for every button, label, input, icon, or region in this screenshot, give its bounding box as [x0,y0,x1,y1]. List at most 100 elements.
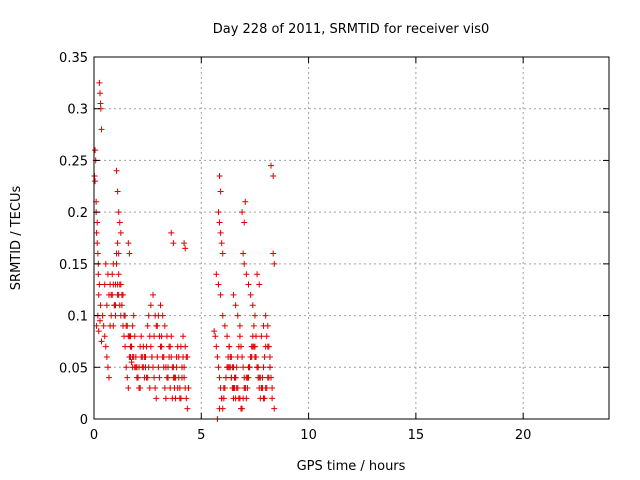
data-point [129,322,136,329]
data-point [118,302,125,309]
data-point [215,281,222,288]
data-point [161,384,168,391]
data-point [167,384,174,391]
data-point [226,364,233,371]
data-point [216,374,223,381]
y-tick-label: 0.3 [67,103,88,118]
data-point [165,374,172,381]
data-point [222,374,229,381]
data-point [113,167,120,174]
x-tick-labels: 0 5 10 15 20 [90,428,532,443]
data-point [124,374,131,381]
data-point [185,384,192,391]
data-point [163,333,170,340]
y-tick-label: 0.25 [59,154,88,169]
data-point [161,322,168,329]
data-point [256,281,263,288]
data-point [261,353,268,360]
data-point [126,333,133,340]
data-point [166,343,173,350]
data-point [139,364,146,371]
data-point [255,364,262,371]
data-point [99,312,106,319]
data-point [217,229,224,236]
data-point [145,312,152,319]
data-point [239,209,246,216]
data-point [119,291,126,298]
data-point [245,281,252,288]
x-tick-label: 15 [408,428,425,443]
data-point [115,209,122,216]
data-point [98,338,105,345]
data-point [157,302,164,309]
data-point [150,291,157,298]
data-point [168,229,175,236]
data-point [116,219,123,226]
data-point [154,353,161,360]
data-point [213,271,220,278]
data-point [94,250,101,257]
data-point [93,229,100,236]
data-point [160,353,167,360]
data-point [265,374,272,381]
data-point [110,260,117,267]
data-point [264,343,271,350]
data-point [162,395,169,402]
data-point [155,364,162,371]
data-point [94,219,101,226]
data-point [143,374,150,381]
data-point [102,260,109,267]
data-point [182,343,189,350]
data-point [243,271,250,278]
data-point [95,271,102,278]
data-point [114,291,121,298]
data-point [261,395,268,402]
data-point [237,343,244,350]
data-point [230,291,237,298]
data-point [154,322,161,329]
data-point [168,353,175,360]
data-point [181,240,188,247]
y-tick-label: 0 [80,413,88,428]
x-tick-label: 0 [90,428,98,443]
data-point [97,302,104,309]
data-point [244,374,251,381]
data-point [98,126,105,133]
data-point [158,343,165,350]
data-point [107,281,114,288]
data-point [239,353,246,360]
data-point [184,405,191,412]
data-point [109,291,116,298]
data-point [250,343,257,350]
data-point [138,333,145,340]
data-point [101,333,108,340]
data-point [232,395,239,402]
data-point [260,364,267,371]
data-point [92,147,99,154]
data-point [262,312,269,319]
data-point [183,395,190,402]
data-point [145,364,152,371]
data-point [102,343,109,350]
data-point [97,100,104,107]
data-point [134,374,141,381]
data-points [91,79,278,422]
x-tick-label: 10 [300,428,317,443]
data-point [237,405,244,412]
data-point [241,219,248,226]
data-point [224,333,231,340]
data-point [251,312,258,319]
data-point [266,353,273,360]
data-point [248,353,255,360]
data-point [271,260,278,267]
data-point [232,302,239,309]
data-point [97,317,104,324]
data-point [242,384,249,391]
data-point [152,384,159,391]
data-point [250,322,257,329]
data-point [217,291,224,298]
y-tick-label: 0.05 [59,361,88,376]
data-point [271,405,278,412]
